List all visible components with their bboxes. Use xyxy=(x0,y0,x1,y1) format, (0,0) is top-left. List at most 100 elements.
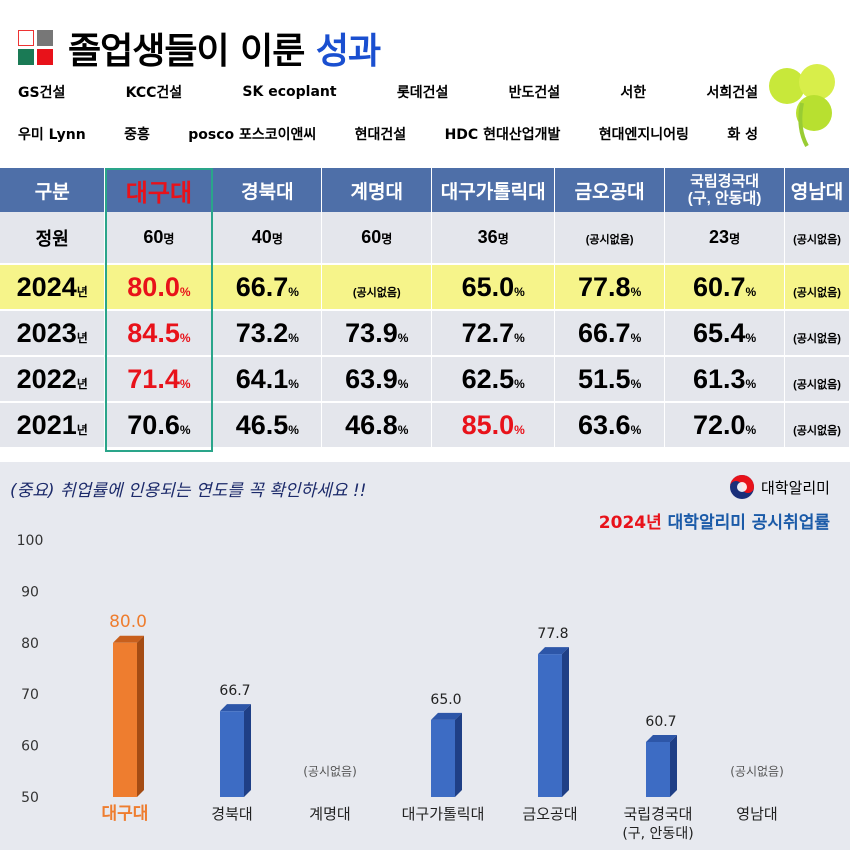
chart-title: 2024년 대학알리미 공시취업률 xyxy=(598,513,830,533)
bar xyxy=(538,654,562,797)
table-cell: 2022년 xyxy=(0,356,106,403)
bar xyxy=(646,742,670,797)
company-logos-row-2: 우미 Lynn 중흥 posco 포스코이앤씨 현대건설 HDC 현대산업개발 현대엔지니… xyxy=(18,124,758,144)
table-cell: (공시없음) xyxy=(321,264,433,311)
page-title: 졸업생들이 이룬 성과 xyxy=(68,31,381,72)
company-logo: 중흥 xyxy=(124,127,150,143)
bar-top xyxy=(538,647,569,655)
logo-squares-icon xyxy=(18,30,54,66)
company-logo: 현대건설 xyxy=(354,127,407,143)
x-tick-label: (구, 안동대) xyxy=(622,826,693,842)
x-tick-label: 대구가톨릭대 xyxy=(402,805,485,823)
company-logo: 현대엔지니어링 xyxy=(598,127,689,143)
bar xyxy=(113,642,137,797)
daegu-univ-highlight-box xyxy=(105,168,213,452)
table-cell: 71.4% xyxy=(104,356,214,403)
table-cell: 60명 xyxy=(321,212,433,265)
table-cell: 63.6% xyxy=(554,402,666,449)
employment-rate-table: 구분 대구대 경북대 계명대 대구가톨릭대 금오공대 국립경국대 (구, 안동대) 영남대 정… xyxy=(0,168,850,449)
data-label: 65.0 xyxy=(430,692,461,708)
table-cell: 63.9% xyxy=(321,356,433,403)
company-logo: KCC건설 xyxy=(125,85,183,101)
table-cell: 77.8% xyxy=(554,264,666,311)
table-cell: 2021년 xyxy=(0,402,106,449)
column-header: 대구대 xyxy=(104,168,214,212)
table-row-2021: 2021년 70.6% 46.5% 46.8% 85.0% 63.6% 72.0% (공시없음… xyxy=(0,402,850,449)
table-cell: (공시없음) xyxy=(784,356,850,403)
table-row-2022: 2022년 71.4% 64.1% 63.9% 62.5% 51.5% 61.3% (공시없음… xyxy=(0,356,850,403)
bar-side xyxy=(670,735,677,797)
company-logos-row-1: GS건설 KCC건설 SK ecoplant 롯데건설 반도건설 서한 서희건설 xyxy=(18,82,758,102)
table-row-2024: 2024년 80.0% 66.7% (공시없음) 65.0% 77.8% 60.7% (공시없… xyxy=(0,264,850,311)
x-tick-label: 대구대 xyxy=(102,804,149,824)
table-cell: 66.7% xyxy=(212,264,323,311)
table-cell: 73.2% xyxy=(212,310,323,357)
data-label: 66.7 xyxy=(219,683,250,699)
table-cell: 80.0% xyxy=(104,264,214,311)
bar-side xyxy=(137,635,144,797)
bar-side xyxy=(244,704,251,797)
y-tick-label: 50 xyxy=(21,790,39,806)
x-tick-label: 영남대 xyxy=(736,805,777,823)
bar-top xyxy=(220,704,251,712)
data-label: 60.7 xyxy=(645,714,676,730)
data-label: 80.0 xyxy=(109,612,147,632)
bar-side xyxy=(455,712,462,797)
bar-side xyxy=(562,647,569,797)
table-cell: 65.0% xyxy=(431,264,556,311)
table-cell: (공시없음) xyxy=(784,212,850,265)
bar xyxy=(431,719,455,797)
bar xyxy=(220,711,244,797)
table-cell: 84.5% xyxy=(104,310,214,357)
table-cell: 60.7% xyxy=(664,264,786,311)
table-cell: 46.5% xyxy=(212,402,323,449)
table-cell: 64.1% xyxy=(212,356,323,403)
table-cell: 46.8% xyxy=(321,402,433,449)
table-cell: 36명 xyxy=(431,212,556,265)
company-logo: GS건설 xyxy=(18,85,66,101)
column-header: 대구가톨릭대 xyxy=(431,168,556,212)
company-logo: 롯데건설 xyxy=(396,85,449,101)
important-note: (중요) 취업률에 인용되는 연도를 꼭 확인하세요 !! xyxy=(10,481,367,501)
table-cell: 정원 xyxy=(0,212,106,265)
y-tick-label: 90 xyxy=(21,584,39,600)
column-header: 금오공대 xyxy=(554,168,666,212)
table-cell: (공시없음) xyxy=(784,264,850,311)
company-logo: 우미 Lynn xyxy=(18,127,86,143)
table-cell: 72.7% xyxy=(431,310,556,357)
company-logo: 화 성 xyxy=(727,127,758,143)
page-header: 졸업생들이 이룬 성과 xyxy=(18,22,381,74)
table-cell: 72.0% xyxy=(664,402,786,449)
table-cell: 66.7% xyxy=(554,310,666,357)
x-tick-label: 경북대 xyxy=(211,805,252,823)
column-header: 경북대 xyxy=(212,168,323,212)
table-cell: 65.4% xyxy=(664,310,786,357)
table-cell: 2024년 xyxy=(0,264,106,311)
bar-top xyxy=(431,712,462,720)
table-cell: (공시없음) xyxy=(784,402,850,449)
table-cell: (공시없음) xyxy=(554,212,666,265)
company-logo: 서한 xyxy=(620,85,647,101)
company-logo: HDC 현대산업개발 xyxy=(444,127,561,143)
column-header: 국립경국대 (구, 안동대) xyxy=(664,168,786,212)
academyinfo-brand: 대학알리미 xyxy=(729,474,830,500)
y-tick-label: 100 xyxy=(17,533,44,549)
table-cell: 85.0% xyxy=(431,402,556,449)
table-cell: 62.5% xyxy=(431,356,556,403)
y-tick-label: 60 xyxy=(21,739,39,755)
bar-top xyxy=(113,635,144,643)
table-cell: 51.5% xyxy=(554,356,666,403)
taegeuk-icon xyxy=(729,475,754,499)
y-tick-label: 70 xyxy=(21,687,39,703)
table-row-quota: 정원 60명 40명 60명 36명 (공시없음) 23명 (공시없음) xyxy=(0,212,850,265)
table-cell: (공시없음) xyxy=(784,310,850,357)
data-label: (공시없음) xyxy=(303,764,357,778)
table-row-2023: 2023년 84.5% 73.2% 73.9% 72.7% 66.7% 65.4% (공시없음… xyxy=(0,310,850,357)
brand-label: 대학알리미 xyxy=(760,478,830,497)
company-logo: posco 포스코이앤씨 xyxy=(188,127,317,143)
table-cell: 2023년 xyxy=(0,310,106,357)
data-label: (공시없음) xyxy=(730,764,784,778)
x-tick-label: 국립경국대 xyxy=(623,805,692,823)
column-header: 영남대 xyxy=(784,168,850,212)
company-logo: SK ecoplant xyxy=(242,84,337,100)
